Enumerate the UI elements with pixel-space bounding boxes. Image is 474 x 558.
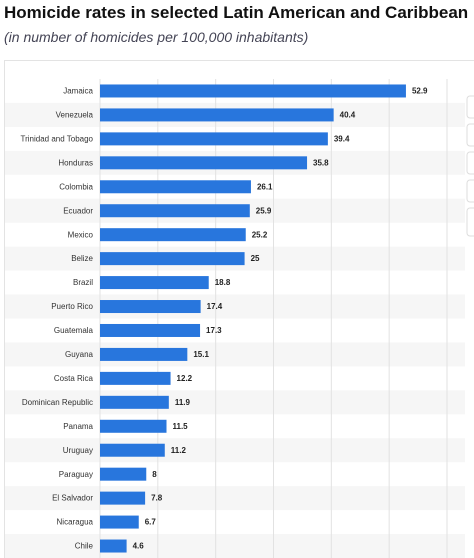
bar — [100, 491, 146, 505]
category-label: Dominican Republic — [22, 398, 93, 407]
value-label: 17.4 — [207, 302, 223, 311]
value-label: 35.8 — [313, 158, 329, 167]
bar — [100, 204, 250, 218]
value-label: 40.4 — [340, 111, 356, 120]
tool-button[interactable] — [466, 151, 474, 175]
chart-subtitle: (in number of homicides per 100,000 inha… — [4, 29, 308, 45]
bar — [100, 84, 406, 98]
category-label: Paraguay — [59, 470, 93, 479]
value-label: 4.6 — [133, 542, 145, 551]
bar — [100, 395, 169, 409]
bar — [100, 132, 328, 146]
chart-title: Homicide rates in selected Latin America… — [4, 3, 468, 22]
bar — [100, 323, 201, 337]
value-label: 6.7 — [145, 518, 157, 527]
value-label: 7.8 — [151, 494, 163, 503]
bar — [100, 371, 171, 385]
tool-button[interactable] — [466, 207, 474, 237]
category-label: Jamaica — [63, 87, 93, 96]
category-label: Honduras — [58, 158, 93, 167]
value-label: 17.3 — [206, 326, 222, 335]
bar — [100, 228, 246, 242]
category-label: Ecuador — [63, 206, 93, 215]
category-label: Nicaragua — [57, 518, 94, 527]
bar — [100, 156, 308, 170]
value-label: 25 — [251, 254, 260, 263]
value-label: 11.9 — [175, 398, 191, 407]
category-label: Colombia — [59, 182, 93, 191]
bar — [100, 180, 251, 194]
category-label: El Salvador — [52, 494, 93, 503]
category-label: Mexico — [68, 230, 94, 239]
value-label: 12.2 — [177, 374, 193, 383]
value-label: 52.9 — [412, 87, 428, 96]
category-label: Chile — [75, 542, 94, 551]
bar — [100, 515, 139, 529]
bar — [100, 300, 201, 314]
category-label: Costa Rica — [54, 374, 94, 383]
value-label: 26.1 — [257, 182, 273, 191]
value-label: 18.8 — [215, 278, 231, 287]
value-label: 25.2 — [252, 230, 268, 239]
category-label: Venezuela — [56, 111, 94, 120]
bar — [100, 539, 127, 553]
bar — [100, 347, 188, 361]
category-label: Guatemala — [54, 326, 94, 335]
value-label: 39.4 — [334, 134, 350, 143]
category-label: Uruguay — [63, 446, 93, 455]
value-label: 15.1 — [193, 350, 209, 359]
bar — [100, 108, 334, 122]
category-label: Brazil — [73, 278, 93, 287]
value-label: 11.5 — [173, 422, 189, 431]
value-label: 11.2 — [171, 446, 187, 455]
category-label: Puerto Rico — [51, 302, 93, 311]
bar — [100, 467, 147, 481]
value-label: 8 — [152, 470, 157, 479]
bar — [100, 276, 209, 290]
value-label: 25.9 — [256, 206, 272, 215]
tool-button[interactable] — [466, 123, 474, 147]
tool-button[interactable] — [466, 95, 474, 119]
bar — [100, 419, 167, 433]
bar — [100, 443, 165, 457]
bar — [100, 252, 245, 266]
category-label: Guyana — [65, 350, 94, 359]
category-label: Belize — [71, 254, 93, 263]
category-label: Panama — [63, 422, 93, 431]
side-toolbar — [466, 95, 474, 237]
tool-button[interactable] — [466, 179, 474, 203]
category-label: Trinidad and Tobago — [21, 134, 94, 143]
